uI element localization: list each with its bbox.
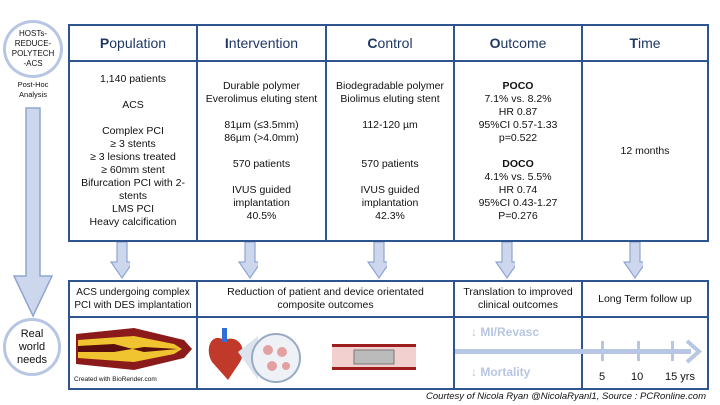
cell-line: IVUS guided [360, 183, 420, 196]
mi-revasc-reduction: ↓ MI/Revasc [471, 325, 540, 339]
trial-subtitle: Post-Hoc Analysis [17, 80, 49, 99]
cell-line: Biodegradable polymer [336, 79, 444, 92]
real-world-circle: Real world needs [3, 318, 61, 376]
header-outcome: Outcome [453, 24, 583, 62]
cell-line: ≥ 3 lesions treated [90, 151, 176, 163]
down-arrow-3 [367, 242, 387, 280]
real-world-label: Real world needs [17, 327, 47, 366]
cell-line: 570 patients [361, 157, 419, 170]
outcome-cell: POCO 7.1% vs. 8.2% HR 0.87 95%CI 0.57-1.33… [453, 60, 583, 242]
cell-line [198, 106, 325, 119]
header-time: Time [581, 24, 709, 62]
cell-line: 1,140 patients [100, 73, 166, 85]
timeline-5: 5 [599, 371, 606, 383]
timeline-15: 15 yrs [665, 371, 695, 383]
cell-line: implantation [233, 196, 290, 209]
timeline-10: 10 [631, 371, 644, 383]
real-world-table: ACS undergoing complex PCI with DES impl… [68, 280, 709, 390]
timeline-bar [455, 349, 583, 354]
cell-line: p=0.522 [498, 131, 538, 144]
rw-header-time: Long Term follow up [581, 280, 709, 318]
cell-line [70, 86, 196, 99]
cell-line [327, 171, 453, 184]
cell-line: ≥ 3 stents [110, 138, 156, 150]
poco-title: POCO [502, 79, 534, 92]
cell-line: Biolimus eluting stent [340, 92, 440, 105]
trial-name-circle: HOSTs-REDUCE-POLYTECH-ACS [3, 20, 63, 78]
cell-line [327, 106, 453, 119]
cell-line [70, 112, 196, 125]
timeline-arrow [583, 339, 703, 364]
cell-line: Durable polymer [222, 79, 301, 92]
outcomes-cell: ↓ MI/Revasc ↓ Mortality [453, 316, 583, 390]
header-intervention: Intervention [196, 24, 327, 62]
cell-line: 4.1% vs. 5.5% [484, 170, 552, 183]
doco-title: DOCO [502, 157, 534, 170]
heart-stent-illustration-cell [196, 316, 455, 390]
control-cell: Biodegradable polymer Biolimus eluting st… [325, 60, 455, 242]
pico-table: Population Intervention Control Outcome … [68, 24, 709, 242]
mortality-reduction: ↓ Mortality [471, 365, 531, 379]
down-arrow-1 [110, 242, 130, 280]
population-cell: 1,140 patients ACS Complex PCI ≥ 3 stents… [68, 60, 198, 242]
cell-line: P=0.276 [498, 209, 538, 222]
cell-line: stents [118, 190, 147, 202]
narrowed-artery-illustration [76, 328, 192, 370]
cell-line: 95%CI 0.57-1.33 [478, 118, 558, 131]
credit-line: Courtesy of Nicola Ryan @NicolaRyanl1, S… [426, 391, 706, 402]
down-arrow-2 [238, 242, 258, 280]
cell-line [198, 171, 325, 184]
rw-header-intervention-control: Reduction of patient and device orientat… [196, 280, 455, 318]
cell-line: Everolimus eluting stent [205, 92, 318, 105]
header-control: Control [325, 24, 455, 62]
cell-line [327, 145, 453, 158]
rw-header-population: ACS undergoing complex PCI with DES impl… [68, 280, 198, 318]
biorender-credit: Created with BioRender.com [74, 376, 157, 383]
cell-line: ≥ 60mm stent [101, 164, 165, 176]
heart-tissue-stent-illustration [208, 328, 416, 383]
cell-line: 112-120 µm [362, 118, 418, 131]
rw-header-outcome: Translation to improved clinical outcome… [453, 280, 583, 318]
cell-line: Complex PCI [102, 125, 164, 137]
cell-line: 570 patients [232, 157, 291, 170]
cell-line: 81µm (≤3.5mm) [224, 118, 299, 131]
artery-illustration-cell: Created with BioRender.com [68, 316, 198, 390]
cell-line: IVUS guided [232, 183, 291, 196]
cell-line: Heavy calcification [89, 216, 177, 228]
vertical-arrow [12, 107, 54, 318]
down-arrow-4 [495, 242, 515, 280]
cell-line [327, 132, 453, 145]
intervention-cell: Durable polymer Everolimus eluting stent … [196, 60, 327, 242]
cell-line: 40.5% [246, 209, 277, 222]
cell-line: LMS PCI [111, 203, 154, 215]
cell-line: 86µm (>4.0mm) [224, 131, 299, 144]
cell-line: 7.1% vs. 8.2% [484, 92, 552, 105]
cell-line [198, 145, 325, 158]
cell-line: ACS [122, 99, 144, 111]
cell-line: implantation [361, 196, 419, 209]
cell-line: 95%CI 0.43-1.27 [478, 196, 558, 209]
cell-line: Bifurcation PCI with 2- [81, 177, 185, 189]
cell-line: 42.3% [375, 209, 405, 222]
time-cell: 12 months [581, 60, 709, 242]
down-arrow-5 [623, 242, 643, 280]
timeline-cell: 5 10 15 yrs [581, 316, 709, 390]
cell-line: HR 0.74 [498, 183, 538, 196]
trial-name: HOSTs-REDUCE-POLYTECH-ACS [11, 29, 55, 68]
cell-line: HR 0.87 [498, 105, 538, 118]
header-population: Population [68, 24, 198, 62]
